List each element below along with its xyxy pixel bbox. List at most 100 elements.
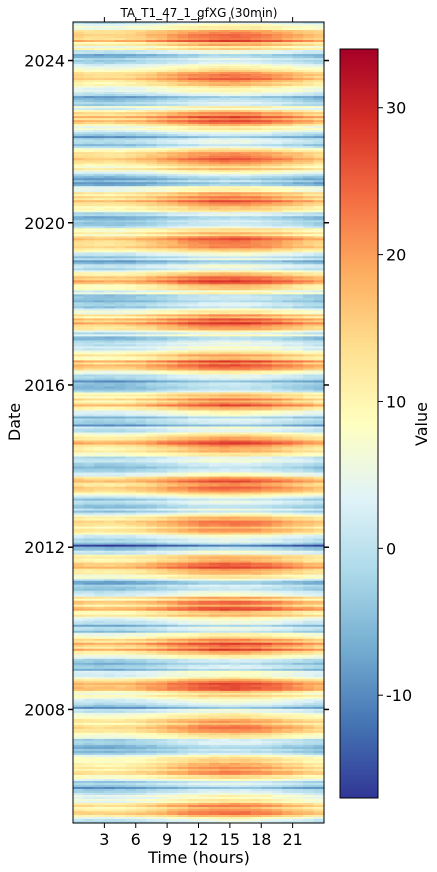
- heatmap-cell: [271, 36, 283, 39]
- heatmap-cell: [303, 280, 315, 283]
- heatmap-cell: [146, 152, 158, 155]
- heatmap-cell: [93, 118, 105, 121]
- heatmap-cell: [83, 274, 95, 277]
- heatmap-cell: [292, 132, 304, 135]
- heatmap-cell: [219, 200, 231, 203]
- heatmap-cell: [240, 114, 252, 117]
- heatmap-cell: [282, 98, 294, 101]
- heatmap-cell: [271, 158, 283, 161]
- heatmap-cell: [229, 324, 241, 327]
- heatmap-cell: [135, 142, 147, 145]
- heatmap-cell: [198, 92, 210, 95]
- heatmap-cell: [177, 148, 189, 151]
- heatmap-cell: [198, 216, 210, 219]
- heatmap-cell: [261, 296, 273, 299]
- heatmap-cell: [188, 288, 200, 291]
- heatmap-cell: [93, 48, 105, 51]
- heatmap-cell: [250, 174, 262, 177]
- heatmap-cell: [177, 240, 189, 243]
- heatmap-cell: [104, 222, 116, 225]
- heatmap-cell: [271, 78, 283, 81]
- heatmap-cell: [93, 204, 105, 207]
- heatmap-cell: [229, 156, 241, 159]
- heatmap-cell: [93, 310, 105, 313]
- heatmap-cell: [135, 224, 147, 227]
- heatmap-cell: [104, 142, 116, 145]
- heatmap-cell: [114, 244, 126, 247]
- heatmap-cell: [271, 104, 283, 107]
- heatmap-cell: [93, 34, 105, 37]
- heatmap-cell: [125, 214, 137, 217]
- heatmap-cell: [303, 326, 315, 329]
- heatmap-cell: [125, 100, 137, 103]
- heatmap-cell: [303, 244, 315, 247]
- heatmap-cell: [240, 26, 252, 29]
- heatmap-cell: [177, 58, 189, 61]
- heatmap-cell: [261, 82, 273, 85]
- heatmap-cell: [73, 310, 85, 313]
- heatmap-cell: [208, 122, 221, 125]
- heatmap-cell: [73, 230, 85, 233]
- heatmap-cell: [135, 128, 147, 131]
- heatmap-cell: [167, 292, 179, 295]
- heatmap-cell: [83, 262, 95, 265]
- heatmap-cell: [104, 30, 116, 33]
- heatmap-cell: [303, 288, 315, 291]
- heatmap-cell: [250, 260, 262, 263]
- heatmap-cell: [261, 260, 273, 263]
- heatmap-cell: [135, 110, 147, 113]
- heatmap-cell: [114, 208, 126, 211]
- heatmap-cell: [219, 100, 231, 103]
- heatmap-cell: [219, 164, 231, 167]
- heatmap-cell: [156, 84, 168, 87]
- heatmap-cell: [177, 80, 189, 83]
- heatmap-cell: [313, 308, 325, 311]
- heatmap-cell: [167, 240, 179, 243]
- heatmap-cell: [177, 196, 189, 199]
- heatmap-cell: [93, 258, 105, 261]
- heatmap-cell: [114, 104, 126, 107]
- heatmap-cell: [229, 132, 241, 135]
- heatmap-cell: [292, 294, 304, 297]
- heatmap-cell: [282, 28, 294, 31]
- heatmap-cell: [250, 110, 262, 113]
- heatmap-cell: [146, 162, 158, 165]
- heatmap-cell: [156, 260, 168, 263]
- heatmap-cell: [313, 256, 325, 259]
- heatmap-cell: [104, 118, 116, 121]
- heatmap-cell: [282, 292, 294, 295]
- heatmap-cell: [167, 154, 179, 157]
- heatmap-cell: [292, 30, 304, 33]
- heatmap-cell: [261, 116, 273, 119]
- heatmap-cell: [229, 48, 241, 51]
- heatmap-cell: [135, 242, 147, 245]
- heatmap-cell: [240, 190, 252, 193]
- heatmap-cell: [93, 54, 105, 57]
- heatmap-cell: [303, 214, 315, 217]
- heatmap-cell: [208, 306, 221, 309]
- heatmap-cell: [229, 96, 241, 99]
- heatmap-cell: [146, 148, 158, 151]
- heatmap-cell: [156, 100, 168, 103]
- heatmap-cell: [114, 72, 126, 75]
- heatmap-cell: [271, 278, 283, 281]
- heatmap-cell: [208, 84, 221, 87]
- heatmap-cell: [313, 172, 325, 175]
- heatmap-cell: [208, 118, 221, 121]
- heatmap-cell: [135, 196, 147, 199]
- heatmap-cell: [303, 122, 315, 125]
- heatmap-cell: [177, 210, 189, 213]
- heatmap-cell: [104, 162, 116, 165]
- heatmap-cell: [156, 308, 168, 311]
- heatmap-cell: [146, 106, 158, 109]
- heatmap-cell: [177, 218, 189, 221]
- heatmap-cell: [73, 282, 85, 285]
- heatmap-cell: [125, 198, 137, 201]
- heatmap-cell: [250, 64, 262, 67]
- heatmap-cell: [135, 158, 147, 161]
- heatmap-cell: [146, 318, 158, 321]
- heatmap-cell: [282, 318, 294, 321]
- heatmap-cell: [83, 292, 95, 295]
- heatmap-cell: [198, 112, 210, 115]
- heatmap-cell: [146, 94, 158, 97]
